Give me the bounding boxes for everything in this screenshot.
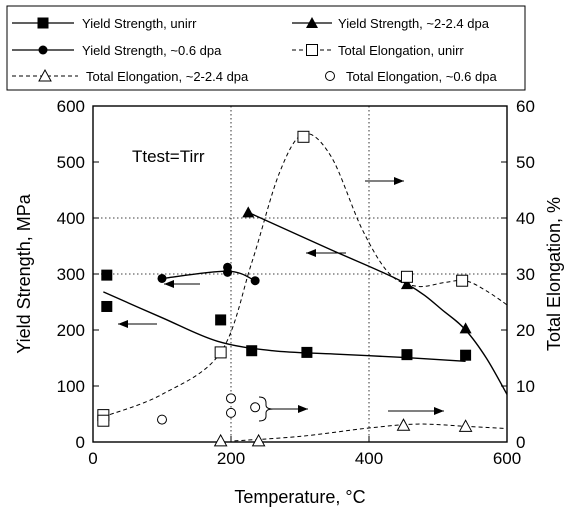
arrows — [118, 177, 444, 422]
point-te_unirr — [456, 274, 469, 287]
point-ys_unirr — [401, 349, 413, 361]
legend-marker-ys_unirr — [37, 17, 49, 29]
y2-tick-label: 10 — [516, 377, 535, 396]
arrow-head — [306, 249, 316, 257]
point-te_unirr — [97, 414, 110, 427]
y2-tick-label: 30 — [516, 265, 535, 284]
y2-tick-label: 50 — [516, 153, 535, 172]
point-ys_06dpa — [223, 267, 233, 277]
point-ys_2dpa — [459, 322, 472, 334]
y-tick-label: 100 — [57, 377, 85, 396]
point-ys_unirr — [246, 345, 258, 357]
point-ys_unirr — [101, 269, 113, 281]
legend: Yield Strength, unirr Yield Strength, ~2-… — [12, 16, 497, 84]
legend-marker-ys_06dpa — [38, 45, 48, 55]
point-te_06dpa — [250, 402, 261, 413]
arrow-head — [118, 320, 128, 328]
legend-box — [6, 5, 526, 91]
y2-tick-label: 0 — [516, 433, 525, 452]
point-ys_06dpa — [157, 273, 167, 283]
legend-marker-te_unirr — [306, 44, 318, 56]
point-ys_unirr — [301, 346, 313, 358]
y-tick-label: 600 — [57, 97, 85, 116]
y2-tick-label: 20 — [516, 321, 535, 340]
point-te_unirr — [214, 346, 227, 359]
point-ys_unirr — [101, 300, 113, 312]
point-ys_unirr — [215, 314, 227, 326]
markers — [97, 130, 473, 447]
point-te_unirr — [297, 130, 310, 143]
arrow-head — [394, 177, 404, 185]
x-tick-label: 0 — [88, 449, 97, 468]
series-line-ys_2dpa — [247, 211, 508, 395]
point-ys_2dpa — [400, 278, 413, 290]
point-te_2dpa — [396, 418, 411, 431]
x-tick-label: 400 — [355, 449, 383, 468]
x-axis-title: Temperature, °C — [234, 487, 365, 507]
point-te_2dpa — [251, 433, 266, 447]
point-te_06dpa — [226, 407, 236, 418]
legend-marker-te_2dpa — [38, 68, 52, 82]
curves — [103, 133, 508, 442]
ticks: 0 200 400 600010020030040050060001020304050… — [57, 97, 535, 468]
y-tick-label: 200 — [57, 321, 85, 340]
legend-label-ys_06dpa: Yield Strength, ~0.6 dpa — [82, 43, 222, 58]
legend-label-ys_2dpa: Yield Strength, ~2-2.4 dpa — [338, 16, 490, 31]
y-axis-title: Yield Strength, MPa — [14, 193, 34, 353]
point-ys_unirr — [460, 349, 472, 361]
y2-axis-title: Total Elongation, % — [544, 197, 564, 351]
x-tick-label: 200 — [217, 449, 245, 468]
y2-tick-label: 60 — [516, 97, 535, 116]
legend-marker-ys_2dpa — [306, 17, 318, 28]
y-tick-label: 300 — [57, 265, 85, 284]
arrow-head — [298, 405, 308, 413]
legend-label-ys_unirr: Yield Strength, unirr — [82, 16, 197, 31]
point-ys_06dpa — [250, 276, 260, 286]
legend-marker-te_06dpa — [325, 71, 335, 81]
series-line-ys_06dpa — [161, 270, 256, 282]
arrow-head — [164, 280, 174, 288]
y2-tick-label: 40 — [516, 209, 535, 228]
point-te_06dpa — [226, 393, 236, 404]
legend-label-te_unirr: Total Elongation, unirr — [338, 43, 464, 58]
point-te_2dpa — [458, 419, 473, 432]
brace — [258, 396, 274, 422]
x-tick-label: 600 — [493, 449, 521, 468]
arrow-head — [434, 407, 444, 415]
point-te_unirr — [400, 270, 413, 283]
point-te_06dpa — [157, 414, 167, 425]
point-ys_2dpa — [242, 206, 255, 218]
legend-label-te_06dpa: Total Elongation, ~0.6 dpa — [346, 69, 497, 84]
point-te_2dpa — [213, 433, 228, 447]
y-tick-label: 500 — [57, 153, 85, 172]
y-tick-label: 400 — [57, 209, 85, 228]
legend-label-te_2dpa: Total Elongation, ~2-2.4 dpa — [86, 69, 249, 84]
y-tick-label: 0 — [76, 433, 85, 452]
annotation-ttest: Ttest=Tirr — [132, 147, 205, 166]
